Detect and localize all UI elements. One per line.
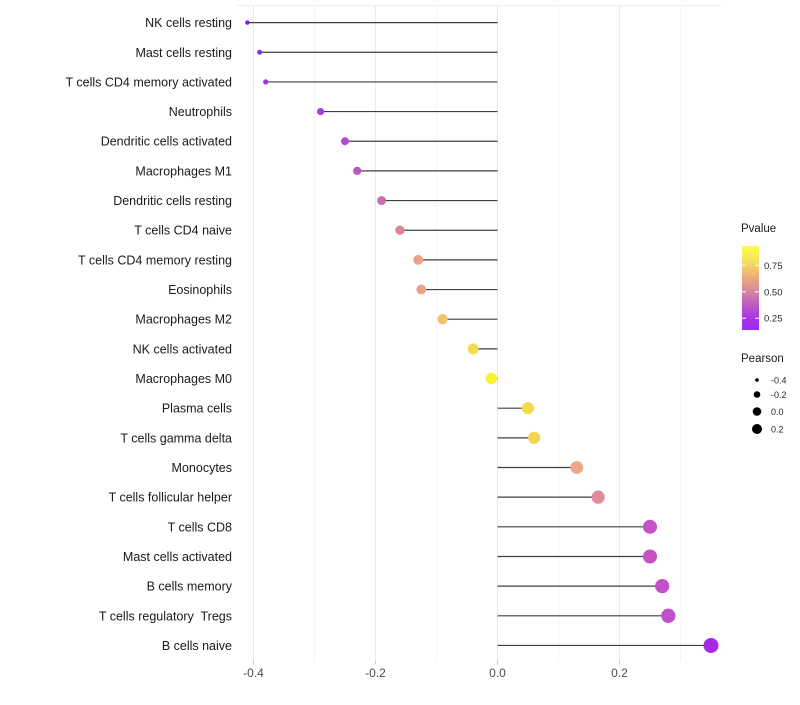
- lollipop-dot: [661, 608, 676, 623]
- legend-size-label: 0.0: [771, 407, 784, 417]
- lollipop-dot: [591, 490, 605, 504]
- legend-size-dot: [755, 378, 759, 382]
- y-axis-label: Mast cells activated: [123, 550, 232, 564]
- lollipop-dot: [353, 166, 362, 176]
- y-axis-label: T cells regulatory Tregs: [99, 609, 232, 623]
- lollipop-dot: [413, 255, 424, 265]
- x-axis-tick-label: 0.0: [489, 666, 506, 680]
- lollipop-dot: [655, 579, 670, 594]
- y-axis-label: T cells follicular helper: [109, 491, 232, 505]
- lollipop-dot: [257, 49, 263, 55]
- pvalue-legend-title: Pvalue: [741, 223, 776, 235]
- x-axis-tick-label: -0.2: [365, 666, 386, 680]
- y-axis-label: Dendritic cells resting: [113, 194, 232, 208]
- legend-size-label: -0.4: [771, 376, 787, 386]
- y-axis-label: NK cells resting: [145, 16, 232, 30]
- x-axis-tick-label: 0.2: [611, 666, 628, 680]
- pearson-size-legend-group: -0.4 -0.2 0.0 0.2: [752, 376, 787, 435]
- y-axis-label: B cells memory: [147, 580, 233, 594]
- legend-size-dot: [752, 407, 762, 416]
- lollipop-dot: [528, 431, 541, 444]
- lollipop-dot: [317, 107, 325, 116]
- lollipop-dot: [570, 461, 584, 474]
- y-axis-label: T cells CD8: [168, 520, 232, 534]
- y-axis-label: T cells CD4 naive: [134, 224, 232, 238]
- x-axis-tick-label: -0.4: [243, 666, 264, 680]
- y-axis-label: Mast cells resting: [135, 46, 232, 60]
- colorbar-tick-label: 0.75: [764, 261, 783, 272]
- lollipop-dot: [642, 519, 658, 534]
- lollipop-dot: [245, 20, 250, 25]
- legend-size-dot: [752, 424, 762, 434]
- y-axis-label: T cells CD4 memory activated: [66, 75, 233, 89]
- lollipop-dot: [642, 549, 658, 564]
- lollipop-dot: [485, 372, 498, 385]
- y-axis-label: Macrophages M0: [135, 372, 232, 386]
- y-axis-label: T cells gamma delta: [120, 431, 232, 445]
- y-axis-label: Macrophages M1: [135, 164, 232, 178]
- lollipop-dot: [416, 284, 427, 295]
- lollipop-dot: [437, 314, 448, 325]
- y-axis-label: Macrophages M2: [135, 313, 232, 327]
- lollipop-dot: [341, 137, 349, 146]
- lollipop-dot: [263, 79, 269, 85]
- lollipop-dot: [467, 343, 479, 355]
- y-axis-label: Eosinophils: [168, 283, 232, 297]
- lollipop-dot: [377, 196, 387, 206]
- y-axis-label: Plasma cells: [162, 402, 232, 416]
- x-axis-group: -0.4 -0.2 0.0 0.2: [243, 661, 628, 680]
- lollipop-dot: [395, 225, 405, 235]
- gridlines-group: [237, 5, 722, 661]
- pvalue-colorbar-ticks-group: 0.75 0.50 0.25: [742, 261, 783, 325]
- y-axis-label: T cells CD4 memory resting: [78, 253, 232, 267]
- lollipop-dot: [703, 637, 719, 653]
- y-axis-label: B cells naive: [162, 639, 232, 653]
- legend-size-label: -0.2: [771, 390, 787, 400]
- y-axis-label: Dendritic cells activated: [101, 135, 232, 149]
- legend-size-dot: [753, 391, 761, 398]
- y-axis-label: NK cells activated: [133, 342, 232, 356]
- pvalue-colorbar: [742, 246, 759, 330]
- colorbar-tick-label: 0.50: [764, 287, 783, 298]
- legend-size-label: 0.2: [771, 425, 784, 435]
- pearson-legend-title: Pearson: [741, 353, 784, 365]
- y-axis-label: Monocytes: [172, 461, 232, 475]
- lollipop-dot: [522, 402, 534, 415]
- y-axis-labels-group: NK cells resting Mast cells resting T cell…: [66, 16, 233, 653]
- colorbar-tick-label: 0.25: [764, 314, 783, 325]
- y-axis-label: Neutrophils: [169, 105, 232, 119]
- lollipop-rows-group: [245, 20, 719, 653]
